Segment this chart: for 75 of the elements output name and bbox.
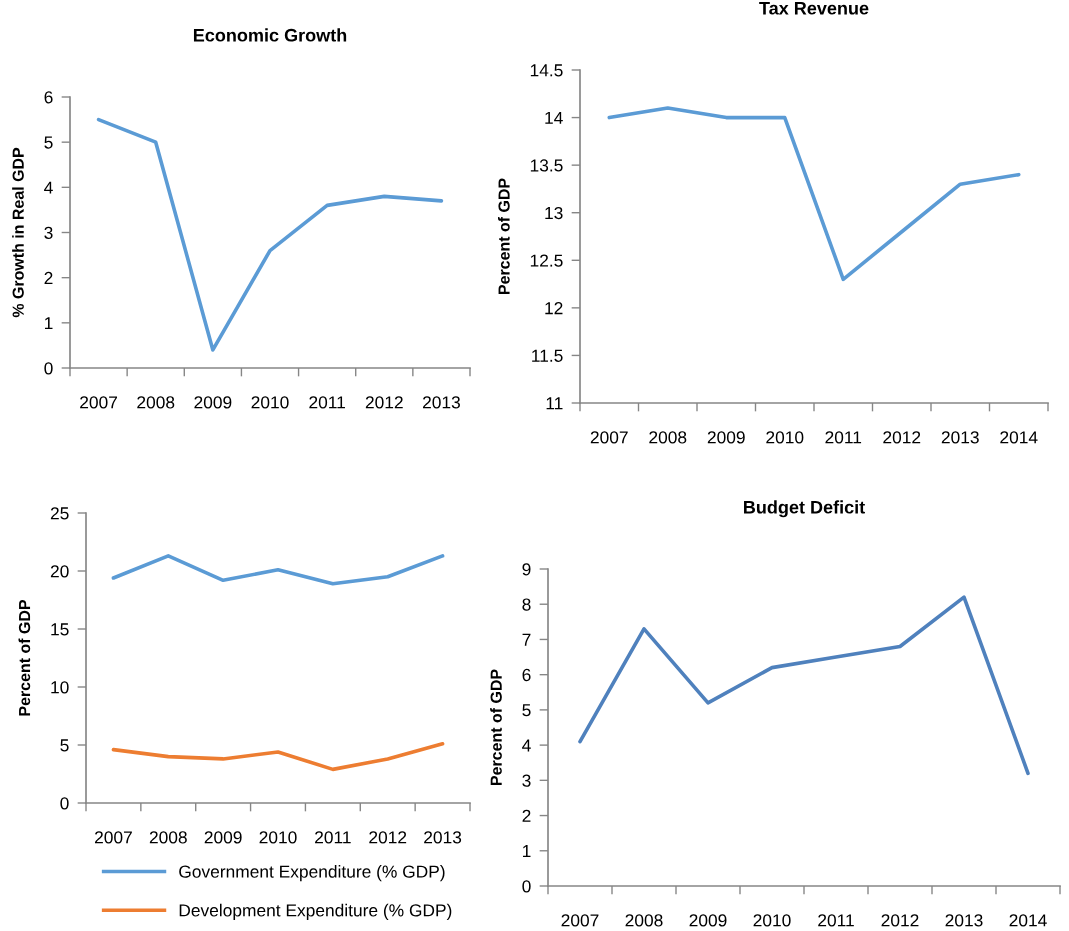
x-tick-label: 2009 [707,431,745,444]
chart-title: Tax Revenue [759,2,869,15]
y-tick-label: 5 [60,739,69,752]
x-tick-label: 2013 [941,431,979,444]
x-tick-label: 2014 [1009,914,1047,927]
x-tick-label: 2007 [590,431,628,444]
x-tick-label: 2011 [315,831,351,844]
y-tick-label: 14.5 [530,64,563,77]
y-tick-label: 13.5 [530,159,563,172]
y-tick-label: 6 [522,668,531,682]
y-tick-label: 14 [545,111,563,124]
y-axis-title: Percent of GDP [490,669,502,786]
chart-title: Economic Growth [193,28,347,42]
y-tick-label: 6 [44,91,53,104]
y-tick-label: 0 [44,362,53,375]
y-tick-label: 4 [522,739,531,752]
y-tick-label: 12 [545,302,563,315]
x-tick-label: 2010 [259,831,297,844]
y-tick-label: 1 [45,317,53,330]
x-tick-label: 2008 [137,396,175,409]
x-tick-label: 2013 [422,396,460,409]
y-axis-title: Percent of GDP [18,599,31,716]
x-tick-label: 2009 [689,914,727,927]
x-tick-label: 2009 [204,831,242,844]
x-tick-label: 2011 [825,431,862,444]
x-tick-label: 2008 [149,831,187,844]
x-tick-label: 2007 [80,396,118,409]
y-tick-label: 3 [44,226,53,239]
x-tick-label: 2012 [369,831,407,844]
x-tick-label: 2010 [766,431,804,444]
x-tick-label: 2010 [753,914,791,927]
chart-title: Budget Deficit [744,500,865,518]
x-tick-label: 2011 [818,914,854,927]
y-tick-label: 1 [523,845,531,858]
line-series [111,554,445,586]
y-tick-label: 12.5 [530,254,563,267]
line-series [111,742,445,772]
legend-label: Development Expenditure (% GDP) [179,903,452,920]
x-tick-label: 2012 [883,431,921,444]
y-tick-label: 0 [522,880,531,893]
y-tick-label: 11.5 [532,349,563,362]
y-tick-label: 5 [522,704,531,717]
y-tick-label: 11 [546,397,563,410]
legend-label: Government Expenditure (% GDP) [179,865,445,882]
y-tick-label: 4 [44,181,53,194]
y-tick-label: 8 [522,598,531,611]
x-tick-label: 2009 [194,396,232,409]
x-tick-label: 2010 [251,396,289,409]
y-tick-label: 5 [44,136,53,149]
x-tick-label: 2013 [424,831,462,844]
x-tick-label: 2011 [309,396,345,409]
x-tick-label: 2014 [1000,431,1038,444]
x-tick-label: 2007 [94,831,132,844]
y-tick-label: 9 [522,563,531,576]
line-series [578,595,1030,776]
y-tick-label: 7 [522,633,531,646]
y-tick-label: 10 [51,681,69,694]
y-tick-label: 13 [545,206,563,220]
y-tick-label: 2 [522,809,531,822]
x-tick-label: 2008 [649,431,687,444]
x-tick-label: 2013 [945,914,983,927]
y-tick-label: 3 [522,774,531,787]
x-tick-label: 2007 [561,914,599,927]
y-tick-label: 20 [50,565,69,578]
y-axis-title: Percent of GDP [497,178,510,295]
line-series [96,117,444,352]
y-tick-label: 0 [60,797,69,810]
y-tick-label: 2 [44,271,53,284]
line-series [607,106,1021,282]
y-tick-label: 15 [51,623,69,636]
x-tick-label: 2008 [625,914,663,927]
y-axis-title: % Growth in Real GDP [12,147,24,318]
y-tick-label: 25 [50,507,69,520]
x-tick-label: 2012 [365,396,403,409]
x-tick-label: 2012 [881,914,919,927]
